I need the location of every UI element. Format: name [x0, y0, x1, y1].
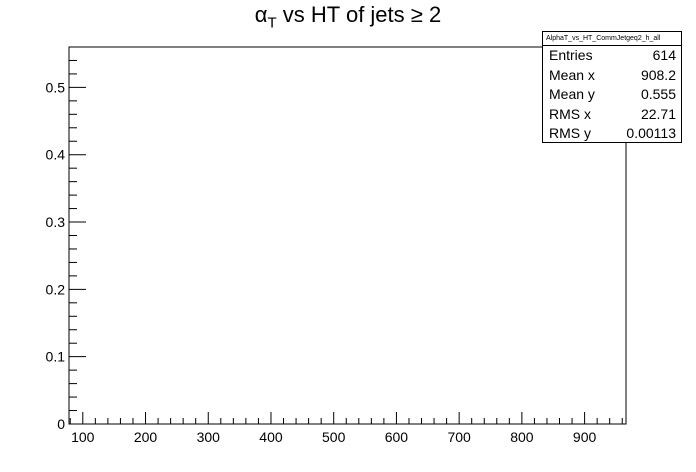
- x-tick-label: 900: [573, 429, 597, 445]
- chart-title: αT vs HT of jets ≥ 2: [0, 2, 696, 31]
- y-tick-label: 0.2: [46, 281, 66, 297]
- title-subscript: T: [267, 14, 277, 32]
- stats-value: 614: [652, 47, 676, 63]
- stats-row: RMS y 0.00113: [543, 124, 681, 144]
- stats-value: 0.555: [640, 86, 676, 102]
- stats-value: 22.71: [640, 105, 676, 122]
- y-tick-label: 0.3: [46, 214, 66, 230]
- y-tick-label: 0: [57, 416, 65, 432]
- stats-box-name: AlphaT_vs_HT_CommJetgeq2_h_all: [543, 32, 681, 46]
- stats-row: Mean y 0.555: [543, 85, 681, 105]
- stats-label: RMS y: [549, 125, 591, 141]
- title-rest: vs HT of jets ≥ 2: [276, 2, 442, 27]
- stats-rows: Entries 614 Mean x 908.2 Mean y 0.555 RMS x 22.…: [543, 46, 681, 144]
- y-tick-label: 0.5: [46, 79, 66, 95]
- stats-label: RMS x: [549, 105, 591, 122]
- x-tick-label: 400: [259, 429, 283, 445]
- x-tick-label: 200: [134, 429, 158, 445]
- stats-label: Entries: [549, 47, 593, 63]
- stats-label: Mean y: [549, 86, 595, 102]
- x-tick-label: 800: [510, 429, 534, 445]
- stats-label: Mean x: [549, 66, 595, 83]
- stats-row: RMS x 22.71: [543, 105, 681, 125]
- y-axis: 0 0.1 0.2 0.3 0.4 0.5: [46, 59, 86, 432]
- stats-row: Mean x 908.2: [543, 66, 681, 86]
- x-tick-label: 100: [71, 429, 95, 445]
- x-tick-label: 600: [385, 429, 409, 445]
- x-tick-label: 700: [447, 429, 471, 445]
- x-axis: 100 200 300 400 500 600 700 800 900: [69, 412, 623, 445]
- stats-box: AlphaT_vs_HT_CommJetgeq2_h_all Entries 61…: [542, 31, 682, 143]
- stats-value: 908.2: [640, 66, 676, 83]
- x-tick-label: 500: [322, 429, 346, 445]
- y-tick-label: 0.1: [46, 349, 66, 365]
- stats-value: 0.00113: [626, 125, 676, 141]
- stats-row: Entries 614: [543, 46, 681, 66]
- title-alpha: α: [254, 2, 268, 27]
- y-tick-label: 0.4: [46, 147, 66, 163]
- x-tick-label: 300: [197, 429, 221, 445]
